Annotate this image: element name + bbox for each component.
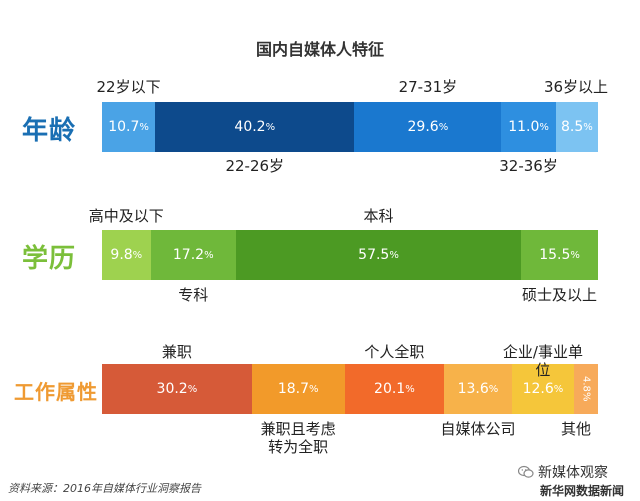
bar-segment: 40.2% <box>155 102 355 152</box>
segment-value-label: 15.5 <box>539 247 571 263</box>
percent-sign: % <box>187 383 198 395</box>
segment-value-label: 29.6 <box>407 119 439 135</box>
category-label: 36岁以上 <box>543 78 609 96</box>
bar-segment: 13.6% <box>444 364 512 414</box>
segment-value-label: 57.5 <box>358 247 390 263</box>
bar-row-2: 30.2% 18.7% 20.1% 13.6% 12.6% 4.8% <box>102 364 598 414</box>
bar-segment: 8.5% <box>555 102 598 152</box>
bar-segment: 11.0% <box>501 102 556 152</box>
brand-subtitle: 新华网数据新闻 <box>540 484 625 498</box>
bar-segment: 4.8% <box>574 364 598 414</box>
wechat-icon <box>518 465 534 478</box>
segment-value-label: 8.5 <box>561 119 584 135</box>
segment-value-label: 13.6 <box>457 381 489 397</box>
percent-sign: % <box>580 392 592 402</box>
category-label: 32-36岁 <box>499 157 558 175</box>
category-label: 27-31岁 <box>398 78 458 96</box>
brand-mark: 新媒体观察 <box>518 462 608 482</box>
percent-sign: % <box>265 121 276 133</box>
chart-title: 国内自媒体人特征 <box>255 40 384 59</box>
segment-value-label: 12.6 <box>522 381 554 397</box>
segment-value-label: 17.2 <box>172 247 205 263</box>
bar-segment: 9.8% <box>102 230 151 280</box>
percent-sign: % <box>570 249 580 261</box>
segment-value-label: 20.1 <box>374 381 406 397</box>
segment-value-label: 18.7 <box>277 381 309 397</box>
category-label: 22岁以下 <box>96 78 161 96</box>
category-label: 自媒体公司 <box>440 420 516 438</box>
category-label: 兼职且考虑转为全职 <box>260 420 336 456</box>
category-label: 个人全职 <box>364 343 425 361</box>
source-note: 资料来源：2016年自媒体行业洞察报告 <box>8 482 201 495</box>
category-label: 22-26岁 <box>225 157 285 175</box>
category-label: 高中及以下 <box>88 207 164 225</box>
segment-value-label: 40.2 <box>234 119 266 135</box>
category-label: 本科 <box>363 207 394 225</box>
percent-sign: % <box>139 121 149 133</box>
category-label: 企业/事业单位 <box>502 343 583 379</box>
segment-value-label: 11.0 <box>508 119 540 135</box>
percent-sign: % <box>488 383 499 395</box>
bar-segment: 20.1% <box>344 364 445 414</box>
bar-segment: 12.6% <box>511 364 575 414</box>
percent-sign: % <box>204 249 214 261</box>
percent-sign: % <box>438 121 449 133</box>
category-label: 硕士及以上 <box>522 286 598 304</box>
group-label-1: 学历 <box>22 244 77 274</box>
category-label: 专科 <box>178 286 209 304</box>
bar-segment: 10.7% <box>102 102 156 152</box>
percent-sign: % <box>389 249 399 261</box>
segment-value-label: 9.8 <box>110 247 133 263</box>
segment-value-label: 10.7 <box>108 119 140 135</box>
percent-sign: % <box>583 121 593 133</box>
brand-name: 新媒体观察 <box>538 465 608 481</box>
category-label: 其他 <box>560 420 591 438</box>
percent-sign: % <box>539 121 549 133</box>
bar-segment: 57.5% <box>235 230 522 280</box>
percent-sign: % <box>308 383 319 395</box>
bar-segment: 17.2% <box>150 230 236 280</box>
bar-row-0: 10.7% 40.2% 29.6% 11.0% 8.5% <box>102 102 598 152</box>
percent-sign: % <box>553 383 564 395</box>
bar-segment: 18.7% <box>251 364 345 414</box>
group-label-0: 年龄 <box>22 116 77 146</box>
segment-value-label: 30.2 <box>156 381 188 397</box>
category-label: 兼职 <box>161 343 192 361</box>
bar-row-1: 9.8% 17.2% 57.5% 15.5% <box>102 230 598 280</box>
segment-value-label: 4.8 <box>580 376 592 393</box>
group-label-2: 工作属性 <box>14 380 98 404</box>
percent-sign: % <box>405 383 415 395</box>
bar-segment: 15.5% <box>521 230 598 280</box>
percent-sign: % <box>132 249 143 261</box>
bar-segment: 29.6% <box>354 102 502 152</box>
bar-segment: 30.2% <box>102 364 252 414</box>
